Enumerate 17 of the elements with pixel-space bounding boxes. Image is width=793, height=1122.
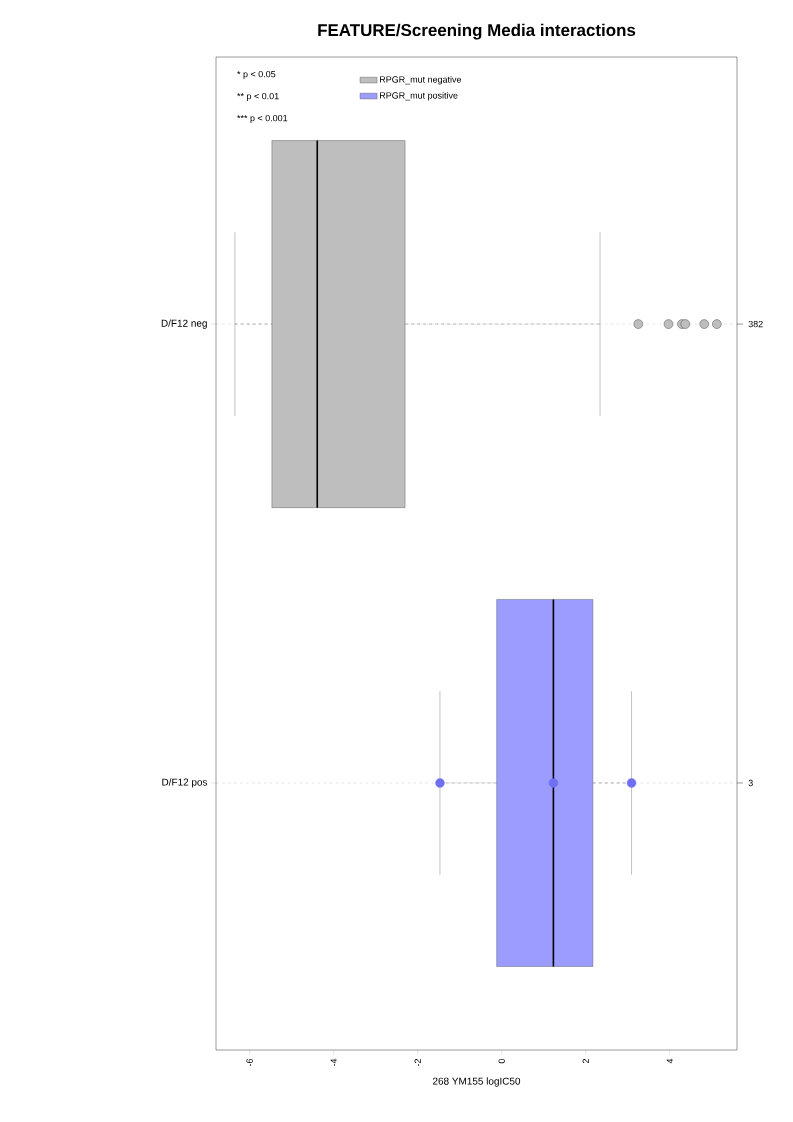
- x-tick-label: -6: [246, 1058, 253, 1067]
- y-tick-label: D/F12 neg: [161, 319, 207, 329]
- y2-tick-label: 382: [748, 320, 763, 328]
- annotation: *** p < 0.001: [237, 114, 288, 124]
- annotation: * p < 0.05: [237, 70, 276, 80]
- y2-tick-label: 3: [748, 779, 753, 787]
- x-tick-label: -4: [330, 1058, 337, 1067]
- legend-label: RPGR_mut positive: [380, 92, 458, 101]
- chart-title: FEATURE/Screening Media interactions: [318, 23, 636, 40]
- x-tick-label: 2: [582, 1059, 589, 1064]
- y-tick-label: D/F12 pos: [162, 778, 208, 788]
- annotation: ** p < 0.01: [237, 92, 279, 102]
- x-axis-title: 268 YM155 logIC50: [432, 1077, 521, 1087]
- x-tick-label: 0: [498, 1058, 505, 1064]
- x-tick-label: 4: [666, 1058, 673, 1064]
- legend-label: RPGR_mut negative: [380, 76, 462, 85]
- x-tick-label: -2: [414, 1059, 421, 1067]
